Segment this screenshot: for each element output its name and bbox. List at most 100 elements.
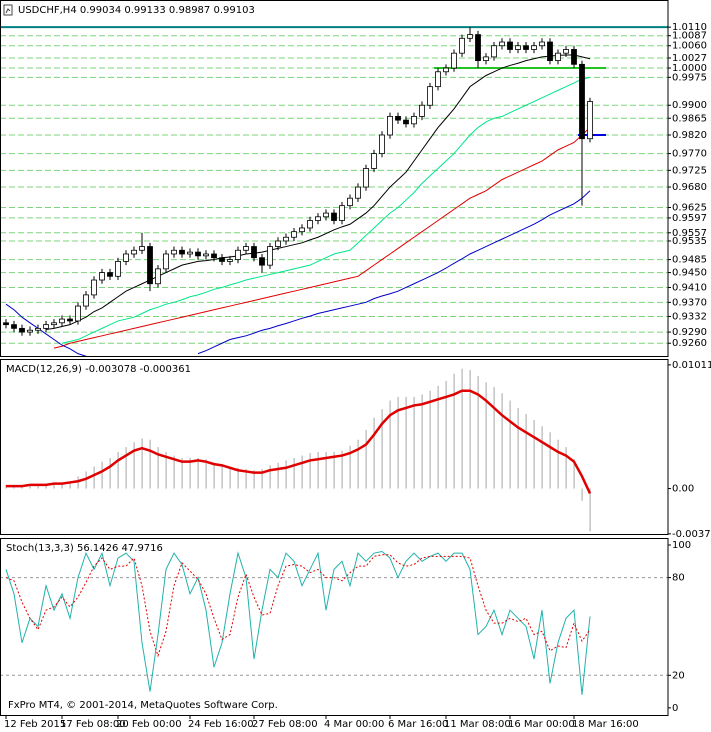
symbol-icon [3,4,13,16]
candle-body [227,259,233,262]
candle-body [83,294,89,307]
candle-body [99,272,105,281]
candle-body [131,249,137,255]
candle-body [139,246,145,251]
y-tick-label: 0.9557 [672,228,707,239]
y-tick-label: 80 [672,573,685,584]
panel [0,550,668,695]
candle-body [467,34,473,39]
y-tick-label: 0.9900 [672,100,707,111]
candle-body [331,212,337,221]
candle-body [563,49,569,54]
candle-body [267,246,273,266]
panel-border [0,538,669,716]
macd-bar [389,400,391,489]
macd-bar [29,484,31,489]
y-tick-label: 0.9865 [672,113,707,124]
macd-bar [141,438,143,489]
y-tick-label: 0.9680 [672,182,707,193]
macd-bar [53,482,55,489]
x-tick-label: 24 Feb 16:00 [188,719,254,730]
candle-body [395,115,401,121]
candle-body [443,67,449,73]
macd-bar [229,466,231,489]
macd-bar [581,488,583,501]
candle-body [475,34,481,62]
macd-bar [269,465,271,489]
candle-body [547,41,553,62]
y-tick-label: 0.9597 [672,213,707,224]
candle-body [299,227,305,233]
macd-bar [133,442,135,489]
macd-bar [437,385,439,489]
macd-bar [61,482,63,489]
macd-bar [205,459,207,489]
candle-body [75,305,81,322]
y-tick-label: 0.9450 [672,268,707,279]
y-tick-label: 100 [672,540,691,551]
candle-body [235,249,241,260]
candle-body [115,261,121,277]
candle-body [555,52,561,62]
y-tick-label: 1.0027 [672,53,707,64]
moving-average [53,127,591,349]
macd-bar [293,458,295,489]
y-tick-label: 0.9260 [672,338,707,349]
candle-body [275,240,281,247]
candle-body [363,168,369,188]
candle-body [307,220,313,229]
candle-body [515,45,521,50]
moving-average [5,190,591,357]
macd-bar [589,488,591,532]
y-tick-label: -0.003706 [672,529,711,540]
candle-body [523,45,529,50]
candle-body [291,231,297,238]
macd-bar [453,373,455,489]
candle-body [163,253,169,270]
macd-bar [157,447,159,489]
x-tick-label: 11 Mar 08:00 [444,719,511,730]
y-tick-label: 0.9290 [672,327,707,338]
y-tick-label: 1.0087 [672,31,707,42]
macd-bar [493,387,495,489]
macd-bar [317,451,319,489]
x-tick-label: 18 Mar 16:00 [572,719,639,730]
candle-body [323,212,329,218]
candle-body [483,56,489,62]
footer: FxPro MT4, © 2001-2014, MetaQuotes Softw… [8,700,278,711]
macd-bar [181,458,183,489]
macd-bar [117,451,119,489]
candle-body [571,49,577,65]
macd-bar [397,396,399,489]
y-tick-label: 0.9725 [672,165,707,176]
candle-body [107,272,113,277]
candle-body [539,41,545,47]
macd-bar [245,469,247,489]
macd-bar [429,390,431,489]
macd-bar [301,455,303,489]
candle-body [11,324,17,329]
candle-body [3,322,9,326]
candle-body [371,153,377,169]
candle-body [27,329,33,333]
candle-body [435,71,441,88]
macd-bar [165,451,167,489]
panel-border [0,359,669,535]
candle-body [19,327,25,333]
candle-body [411,115,417,125]
candle-body [243,246,249,251]
y-tick-label: 0.9535 [672,236,707,247]
macd-bar [357,439,359,489]
y-tick-label: 0.9332 [672,311,707,322]
macd-bar [525,414,527,489]
macd-bar [149,439,151,489]
macd-bar [261,469,263,489]
candle-body [387,115,393,136]
macd-bar [309,453,311,489]
candle-body [339,205,345,221]
candle-body [451,52,457,69]
x-tick-label: 27 Feb 08:00 [252,719,318,730]
macd-bar [189,458,191,489]
candle-body [379,134,385,154]
candle-body [179,249,185,255]
